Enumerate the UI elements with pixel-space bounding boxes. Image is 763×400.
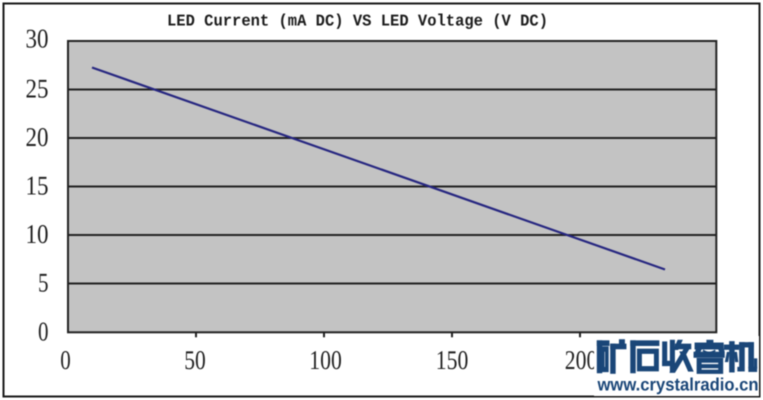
svg-text:30: 30 <box>26 24 49 54</box>
svg-text:5: 5 <box>38 268 49 298</box>
svg-text:20: 20 <box>26 122 49 152</box>
svg-text:10: 10 <box>26 219 49 249</box>
svg-text:www.crystalradio.cn: www.crystalradio.cn <box>597 375 759 395</box>
svg-text:150: 150 <box>436 345 469 375</box>
svg-text:0: 0 <box>38 317 49 347</box>
svg-text:100: 100 <box>309 345 342 375</box>
svg-text:200: 200 <box>565 345 598 375</box>
svg-text:15: 15 <box>26 171 49 201</box>
svg-text:25: 25 <box>26 74 49 104</box>
svg-text:0: 0 <box>60 345 71 375</box>
svg-text:LED Current (mA DC) VS LED Vol: LED Current (mA DC) VS LED Voltage (V DC… <box>167 12 548 31</box>
svg-text:50: 50 <box>184 345 206 375</box>
